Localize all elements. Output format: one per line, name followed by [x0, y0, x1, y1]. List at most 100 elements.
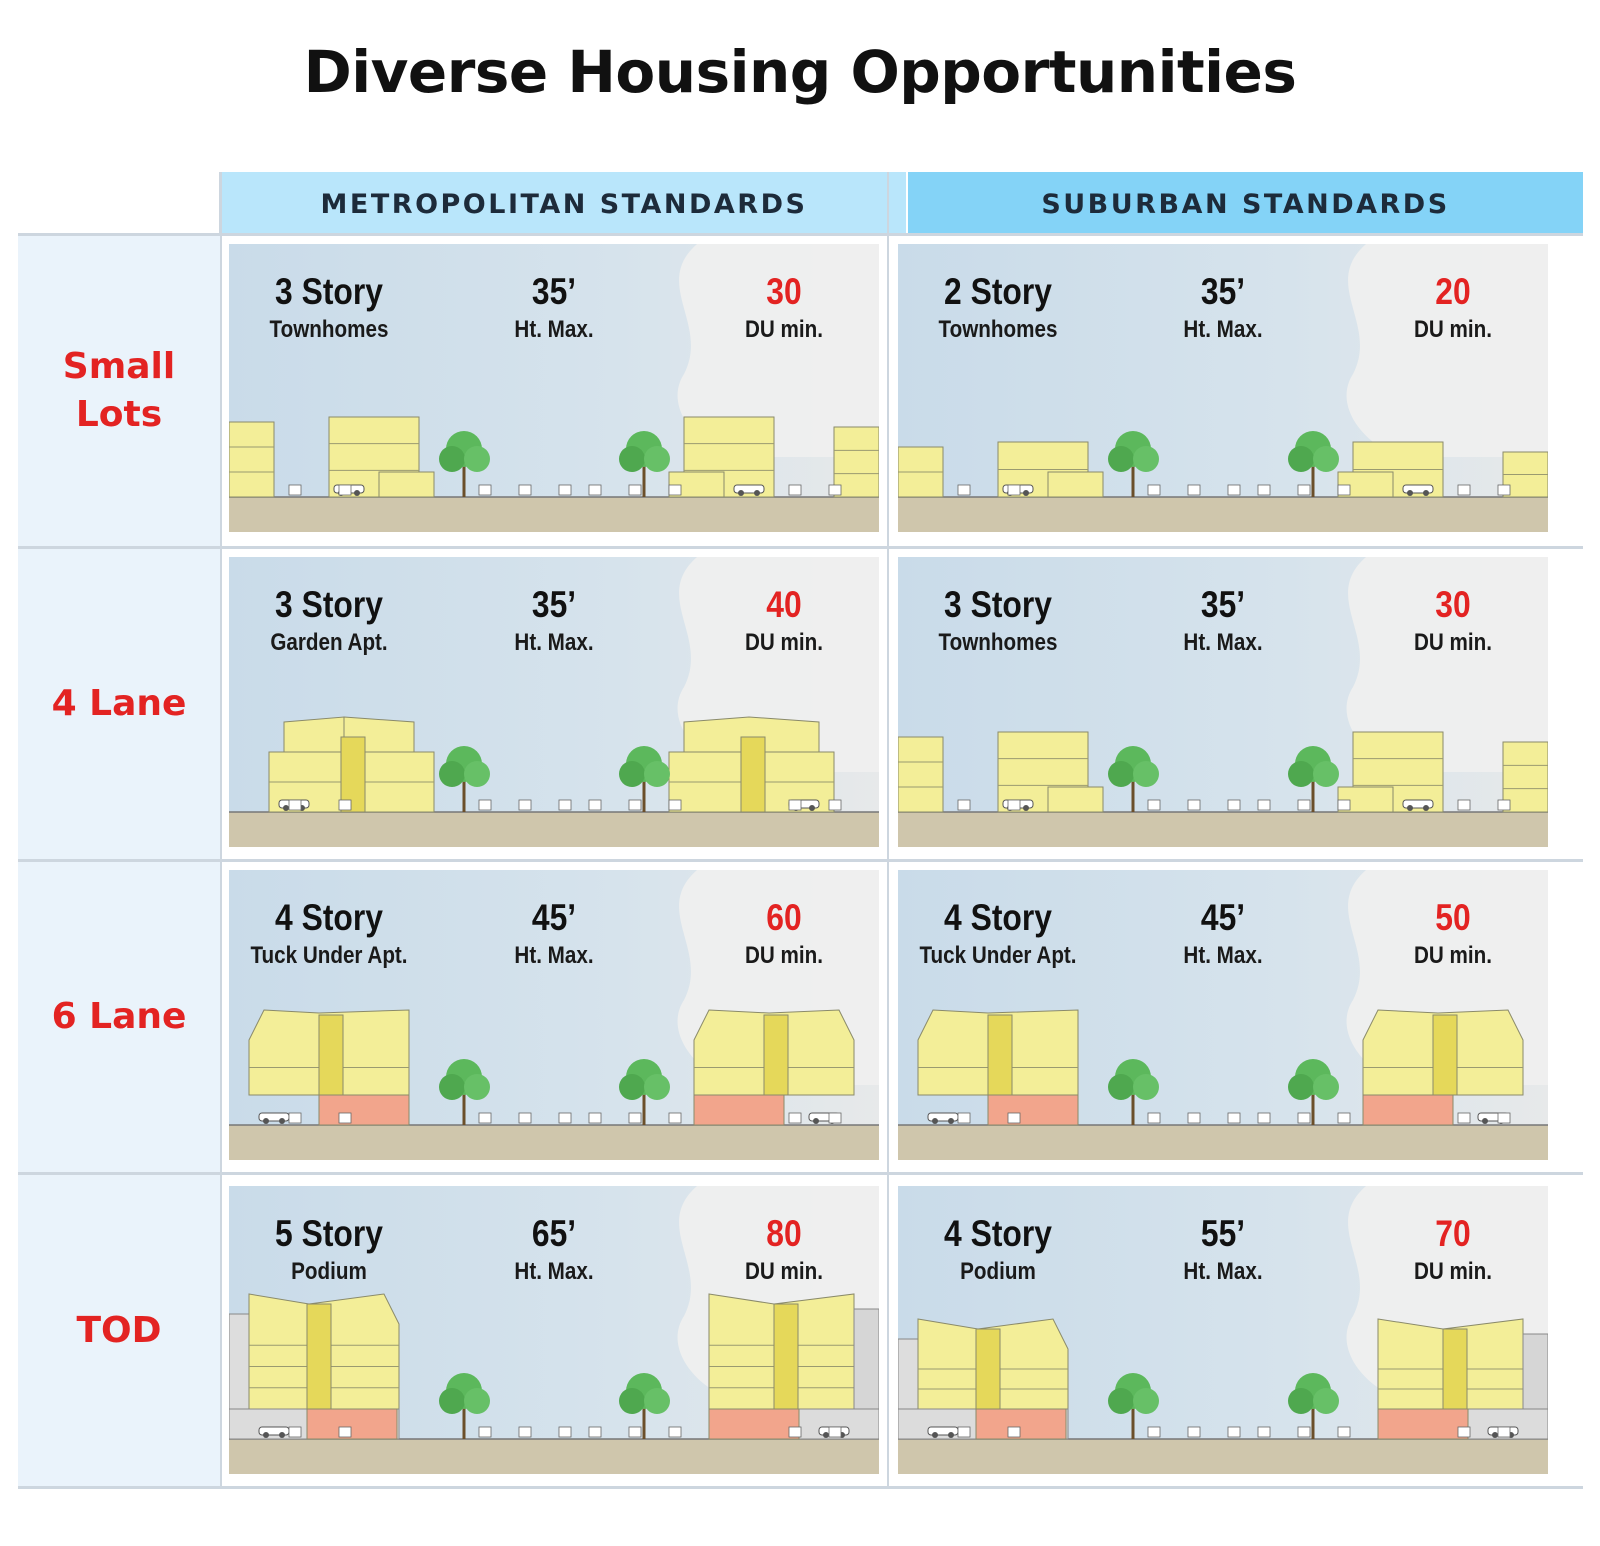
- housing-type: Townhomes: [938, 316, 1058, 343]
- density-label: DU min.: [745, 942, 823, 969]
- density-label: DU min.: [1414, 942, 1492, 969]
- row-label-tod: TOD: [18, 1175, 220, 1486]
- grid-divider: [18, 859, 1583, 862]
- height-label: Ht. Max.: [514, 629, 594, 656]
- density-label: DU min.: [1414, 316, 1492, 343]
- density-stat: 30 DU min.: [1371, 583, 1534, 657]
- tree-icon: [1288, 1373, 1339, 1439]
- housing-type: Tuck Under Apt.: [919, 942, 1077, 969]
- height-label: Ht. Max.: [1183, 942, 1263, 969]
- cell-suburban-row-4: 4 Story Podium 55’ Ht. Max. 70 DU min.: [898, 1186, 1548, 1474]
- tree-icon: [1108, 1373, 1159, 1439]
- stories-value: 5 Story: [275, 1213, 383, 1254]
- density-stat: 20 DU min.: [1371, 270, 1534, 344]
- tree-icon: [439, 746, 490, 812]
- car-icon: [733, 484, 765, 496]
- height-stat: 35’ Ht. Max.: [1141, 270, 1304, 344]
- cell-suburban-row-3: 4 Story Tuck Under Apt. 45’ Ht. Max. 50 …: [898, 870, 1548, 1160]
- tree-icon: [1108, 746, 1159, 812]
- housing-type: Garden Apt.: [270, 629, 388, 656]
- height-label: Ht. Max.: [1183, 629, 1263, 656]
- density-value: 40: [766, 584, 802, 625]
- height-label: Ht. Max.: [1183, 1258, 1263, 1285]
- density-label: DU min.: [1414, 629, 1492, 656]
- housing-type: Podium: [960, 1258, 1036, 1285]
- stories-value: 4 Story: [275, 897, 383, 938]
- car-icon: [1402, 799, 1434, 811]
- height-stat: 55’ Ht. Max.: [1141, 1212, 1304, 1286]
- density-value: 70: [1435, 1213, 1471, 1254]
- street-section-illustration: [229, 1186, 879, 1474]
- density-value: 60: [766, 897, 802, 938]
- density-label: DU min.: [745, 1258, 823, 1285]
- grid-divider: [18, 546, 1583, 549]
- street-section-illustration: [898, 557, 1548, 847]
- height-stat: 35’ Ht. Max.: [1141, 583, 1304, 657]
- car-icon: [927, 1112, 959, 1124]
- tree-icon: [1288, 746, 1339, 812]
- cell-metropolitan-row-4: 5 Story Podium 65’ Ht. Max. 80 DU min.: [229, 1186, 879, 1474]
- density-stat: 70 DU min.: [1371, 1212, 1534, 1286]
- stories-stat: 4 Story Podium: [912, 1212, 1084, 1286]
- height-label: Ht. Max.: [1183, 316, 1263, 343]
- tree-icon: [439, 1373, 490, 1439]
- housing-type: Podium: [291, 1258, 367, 1285]
- height-label: Ht. Max.: [514, 942, 594, 969]
- density-value: 30: [766, 271, 802, 312]
- cell-metropolitan-row-3: 4 Story Tuck Under Apt. 45’ Ht. Max. 60 …: [229, 870, 879, 1160]
- height-value: 35’: [531, 271, 577, 312]
- stories-value: 2 Story: [944, 271, 1052, 312]
- street-section-illustration: [229, 870, 879, 1160]
- cell-suburban-row-2: 3 Story Townhomes 35’ Ht. Max. 30 DU min…: [898, 557, 1548, 847]
- stories-value: 3 Story: [275, 584, 383, 625]
- tree-icon: [1108, 1059, 1159, 1125]
- density-stat: 40 DU min.: [702, 583, 865, 657]
- height-value: 45’: [531, 897, 577, 938]
- street-section-illustration: [229, 557, 879, 847]
- density-value: 30: [1435, 584, 1471, 625]
- height-value: 55’: [1200, 1213, 1246, 1254]
- density-value: 20: [1435, 271, 1471, 312]
- density-stat: 60 DU min.: [702, 896, 865, 970]
- street-section-illustration: [229, 244, 879, 532]
- height-stat: 35’ Ht. Max.: [472, 270, 635, 344]
- tree-icon: [619, 1059, 670, 1125]
- cell-metropolitan-row-1: 3 Story Townhomes 35’ Ht. Max. 30 DU min…: [229, 244, 879, 532]
- stories-value: 3 Story: [275, 271, 383, 312]
- car-icon: [258, 1112, 290, 1124]
- stories-stat: 4 Story Tuck Under Apt.: [912, 896, 1084, 970]
- grid-divider: [18, 1486, 1583, 1489]
- car-icon: [927, 1426, 959, 1438]
- column-header-suburban: SUBURBAN STANDARDS: [908, 172, 1583, 236]
- tree-icon: [1288, 431, 1339, 497]
- height-label: Ht. Max.: [514, 316, 594, 343]
- row-label-4-lane: 4 Lane: [18, 549, 220, 859]
- stories-stat: 4 Story Tuck Under Apt.: [243, 896, 415, 970]
- height-stat: 35’ Ht. Max.: [472, 583, 635, 657]
- density-label: DU min.: [1414, 1258, 1492, 1285]
- row-label-6-lane: 6 Lane: [18, 862, 220, 1172]
- stories-value: 4 Story: [944, 897, 1052, 938]
- street-section-illustration: [898, 870, 1548, 1160]
- density-stat: 50 DU min.: [1371, 896, 1534, 970]
- tree-icon: [619, 431, 670, 497]
- page-title: Diverse Housing Opportunities: [303, 38, 1297, 106]
- column-header-metropolitan: METROPOLITAN STANDARDS: [222, 172, 906, 236]
- cell-metropolitan-row-2: 3 Story Garden Apt. 35’ Ht. Max. 40 DU m…: [229, 557, 879, 847]
- cell-suburban-row-1: 2 Story Townhomes 35’ Ht. Max. 20 DU min…: [898, 244, 1548, 532]
- grid-divider: [18, 1172, 1583, 1175]
- housing-type: Townhomes: [269, 316, 389, 343]
- stories-stat: 3 Story Townhomes: [243, 270, 415, 344]
- height-value: 45’: [1200, 897, 1246, 938]
- stories-value: 3 Story: [944, 584, 1052, 625]
- tree-icon: [619, 1373, 670, 1439]
- tree-icon: [439, 1059, 490, 1125]
- street-section-illustration: [898, 1186, 1548, 1474]
- tree-icon: [619, 746, 670, 812]
- stories-stat: 5 Story Podium: [243, 1212, 415, 1286]
- tree-icon: [1108, 431, 1159, 497]
- height-value: 35’: [1200, 584, 1246, 625]
- tree-icon: [1288, 1059, 1339, 1125]
- housing-type: Tuck Under Apt.: [250, 942, 408, 969]
- stories-stat: 3 Story Garden Apt.: [243, 583, 415, 657]
